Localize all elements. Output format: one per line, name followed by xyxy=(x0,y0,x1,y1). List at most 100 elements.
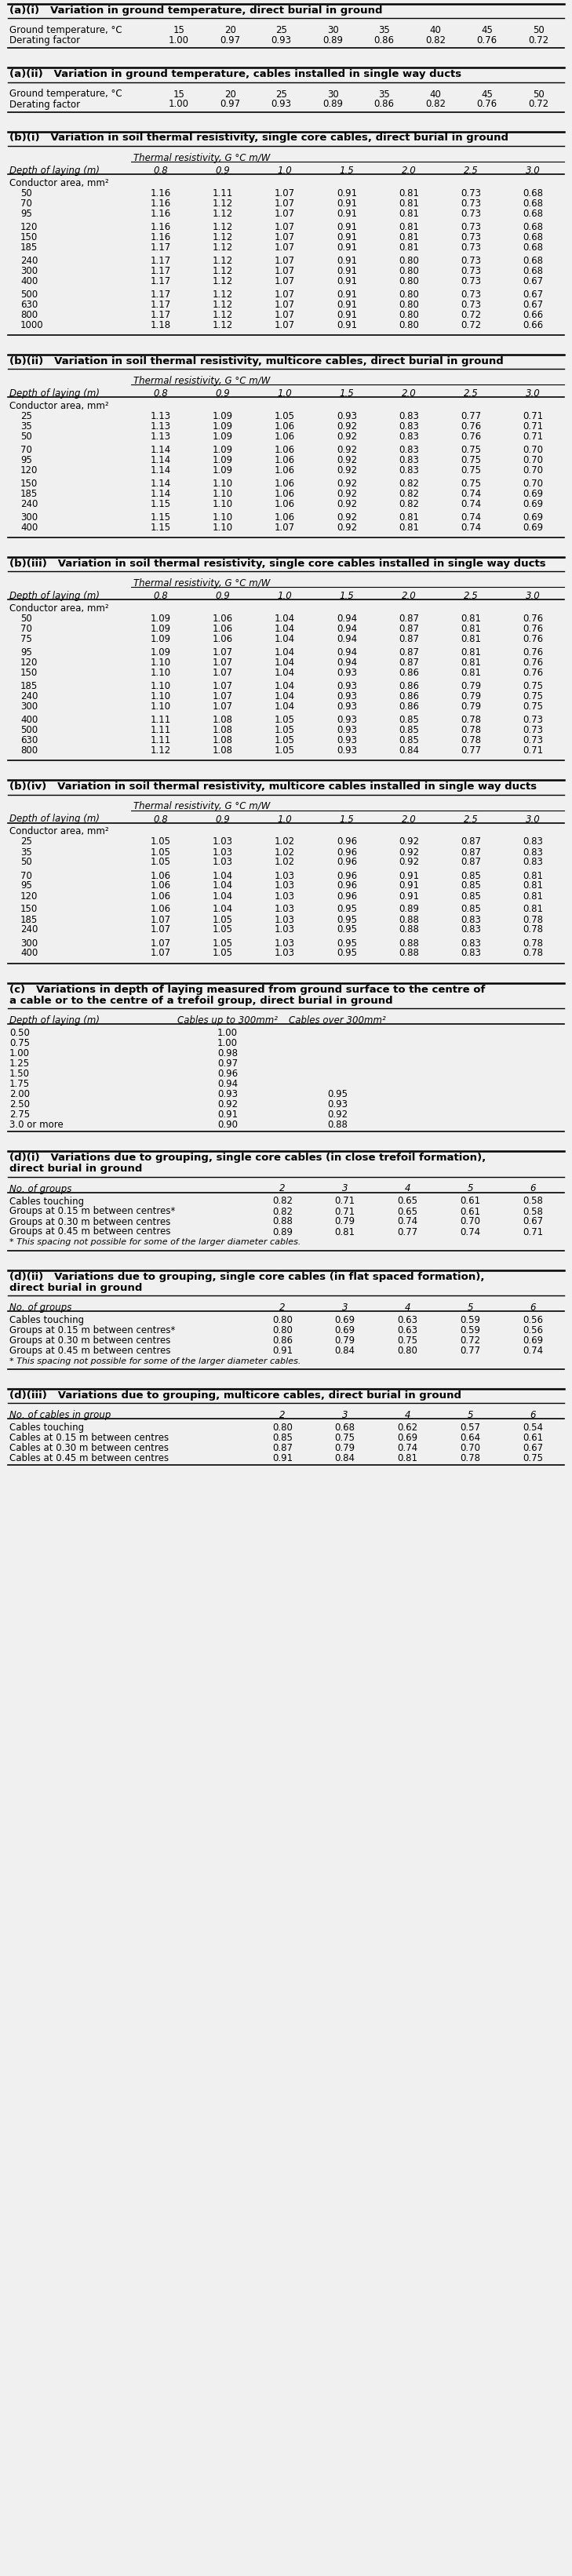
Text: 1.03: 1.03 xyxy=(275,891,295,902)
Text: 1.07: 1.07 xyxy=(275,523,295,533)
Text: 0.69: 0.69 xyxy=(335,1324,355,1334)
Text: 300: 300 xyxy=(21,701,38,711)
Text: 1.12: 1.12 xyxy=(212,309,233,319)
Text: Conductor area, mm²: Conductor area, mm² xyxy=(9,402,109,412)
Text: 0.96: 0.96 xyxy=(336,837,357,848)
Text: Derating factor: Derating factor xyxy=(9,100,80,108)
Text: 0.67: 0.67 xyxy=(523,276,543,286)
Text: 3.0: 3.0 xyxy=(526,389,541,399)
Text: 1.07: 1.07 xyxy=(150,938,171,948)
Text: 0.81: 0.81 xyxy=(461,623,481,634)
Text: 0.72: 0.72 xyxy=(461,319,481,330)
Text: 50: 50 xyxy=(21,188,32,198)
Text: 25: 25 xyxy=(276,26,287,36)
Text: 0.69: 0.69 xyxy=(523,500,543,510)
Text: 25: 25 xyxy=(276,90,287,100)
Text: 0.73: 0.73 xyxy=(523,716,543,726)
Text: 0.8: 0.8 xyxy=(153,165,168,175)
Text: 2.0: 2.0 xyxy=(402,590,416,600)
Text: 0.94: 0.94 xyxy=(336,623,357,634)
Text: 0.68: 0.68 xyxy=(523,198,543,209)
Text: 0.92: 0.92 xyxy=(336,513,357,523)
Text: (c)   Variations in depth of laying measured from ground surface to the centre o: (c) Variations in depth of laying measur… xyxy=(9,984,485,994)
Text: 0.87: 0.87 xyxy=(461,837,481,848)
Text: 1.07: 1.07 xyxy=(212,690,233,701)
Text: 0.83: 0.83 xyxy=(399,422,419,433)
Text: 0.76: 0.76 xyxy=(523,623,543,634)
Text: 1.09: 1.09 xyxy=(150,634,171,644)
Text: 1.10: 1.10 xyxy=(212,489,233,500)
Text: 1.07: 1.07 xyxy=(275,188,295,198)
Text: 1.03: 1.03 xyxy=(275,871,295,881)
Text: 1.05: 1.05 xyxy=(150,858,170,868)
Text: 30: 30 xyxy=(327,90,339,100)
Text: 0.81: 0.81 xyxy=(523,904,543,914)
Text: 0.68: 0.68 xyxy=(523,255,543,265)
Text: 0.88: 0.88 xyxy=(272,1216,292,1226)
Text: 0.81: 0.81 xyxy=(399,242,419,252)
Text: 1.06: 1.06 xyxy=(275,422,295,433)
Text: 15: 15 xyxy=(173,26,185,36)
Text: Thermal resistivity, G °C m/W: Thermal resistivity, G °C m/W xyxy=(133,580,270,590)
Text: Conductor area, mm²: Conductor area, mm² xyxy=(9,178,109,188)
Text: 0.64: 0.64 xyxy=(460,1432,480,1443)
Text: 1.09: 1.09 xyxy=(150,647,171,657)
Text: 3: 3 xyxy=(342,1303,348,1314)
Text: 0.75: 0.75 xyxy=(398,1334,418,1345)
Text: 0.74: 0.74 xyxy=(461,489,481,500)
Text: 75: 75 xyxy=(21,634,32,644)
Text: 0.91: 0.91 xyxy=(336,188,357,198)
Text: 0.95: 0.95 xyxy=(336,914,357,925)
Text: 0.71: 0.71 xyxy=(335,1195,355,1206)
Text: 1.17: 1.17 xyxy=(150,276,171,286)
Text: Cables touching: Cables touching xyxy=(9,1195,84,1206)
Text: 1.04: 1.04 xyxy=(212,871,233,881)
Text: (b)(iv)   Variation in soil thermal resistivity, multicore cables installed in s: (b)(iv) Variation in soil thermal resist… xyxy=(9,781,537,791)
Text: 0.76: 0.76 xyxy=(523,613,543,623)
Text: 0.75: 0.75 xyxy=(461,446,481,456)
Text: 0.74: 0.74 xyxy=(460,1226,480,1236)
Text: 0.70: 0.70 xyxy=(523,466,543,477)
Text: 0.59: 0.59 xyxy=(460,1324,480,1334)
Text: 0.77: 0.77 xyxy=(461,744,481,755)
Text: 1.04: 1.04 xyxy=(275,667,295,677)
Text: 1.09: 1.09 xyxy=(212,433,233,440)
Text: 0.72: 0.72 xyxy=(461,309,481,319)
Text: 4: 4 xyxy=(404,1303,411,1314)
Text: 0.87: 0.87 xyxy=(399,647,419,657)
Text: 0.81: 0.81 xyxy=(399,188,419,198)
Text: Cables touching: Cables touching xyxy=(9,1316,84,1324)
Text: 1.04: 1.04 xyxy=(275,701,295,711)
Text: 1.05: 1.05 xyxy=(275,734,295,744)
Text: Cables at 0.30 m between centres: Cables at 0.30 m between centres xyxy=(9,1443,169,1453)
Text: 0.86: 0.86 xyxy=(374,36,395,46)
Text: 1.07: 1.07 xyxy=(212,680,233,690)
Text: 0.89: 0.89 xyxy=(323,100,343,108)
Text: 0.70: 0.70 xyxy=(460,1443,480,1453)
Text: 0.68: 0.68 xyxy=(523,265,543,276)
Text: 185: 185 xyxy=(21,242,38,252)
Text: 1.04: 1.04 xyxy=(212,891,233,902)
Text: 0.67: 0.67 xyxy=(523,289,543,299)
Text: 0.91: 0.91 xyxy=(336,309,357,319)
Text: 0.97: 0.97 xyxy=(220,100,240,108)
Text: 4: 4 xyxy=(404,1182,411,1193)
Text: 70: 70 xyxy=(21,623,32,634)
Text: 30: 30 xyxy=(327,26,339,36)
Text: 50: 50 xyxy=(21,433,32,440)
Text: 0.71: 0.71 xyxy=(335,1206,355,1216)
Text: 0.79: 0.79 xyxy=(335,1216,355,1226)
Text: 0.92: 0.92 xyxy=(336,500,357,510)
Text: 300: 300 xyxy=(21,938,38,948)
Text: 1.07: 1.07 xyxy=(275,222,295,232)
Text: 0.91: 0.91 xyxy=(336,265,357,276)
Text: 0.92: 0.92 xyxy=(217,1100,238,1110)
Text: 1.06: 1.06 xyxy=(212,634,233,644)
Text: 0.81: 0.81 xyxy=(461,647,481,657)
Text: 0.79: 0.79 xyxy=(335,1443,355,1453)
Text: 1.10: 1.10 xyxy=(212,479,233,489)
Text: 1.00: 1.00 xyxy=(169,100,189,108)
Text: 0.9: 0.9 xyxy=(215,389,230,399)
Text: 120: 120 xyxy=(21,222,38,232)
Text: 45: 45 xyxy=(481,26,493,36)
